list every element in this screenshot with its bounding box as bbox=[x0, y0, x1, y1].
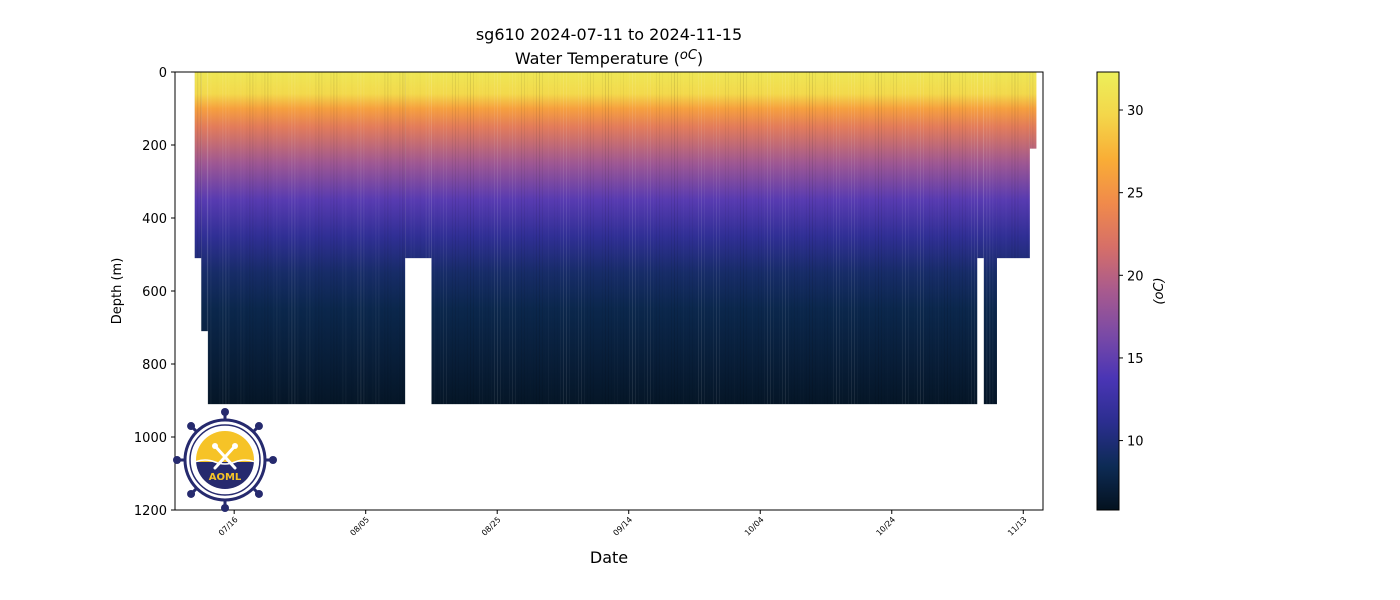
chart-subtitle-suffix: ) bbox=[697, 49, 703, 68]
x-axis-label: Date bbox=[590, 548, 628, 567]
sampled-segment bbox=[431, 72, 978, 405]
colorbar-tick-label: 20 bbox=[1127, 269, 1144, 284]
x-tick-label: 08/25 bbox=[480, 515, 503, 538]
sampled-segment bbox=[983, 72, 997, 405]
crossed-tools-icon bbox=[212, 443, 238, 470]
y-axis: 0 200 400 600 800 1000 1200 bbox=[134, 66, 175, 519]
sampled-segment bbox=[194, 72, 202, 259]
sampled-segment bbox=[207, 72, 406, 405]
y-tick-label: 800 bbox=[142, 358, 167, 373]
y-axis-label: Depth (m) bbox=[110, 258, 125, 325]
y-tick-label: 1200 bbox=[134, 504, 167, 519]
y-tick-label: 1000 bbox=[134, 431, 167, 446]
y-tick-label: 400 bbox=[142, 212, 167, 227]
x-tick-label: 10/24 bbox=[875, 515, 898, 538]
chart-subtitle: Water Temperature (oC) bbox=[515, 48, 703, 68]
profile-texture bbox=[197, 72, 1034, 405]
heatmap-area bbox=[194, 72, 1037, 405]
chart-subtitle-unit: oC bbox=[680, 48, 698, 63]
x-axis: 07/16 08/05 08/25 09/14 10/04 10/24 11/13 bbox=[217, 510, 1029, 538]
logo-text: AOML bbox=[209, 472, 242, 483]
sampled-segment bbox=[1029, 72, 1037, 149]
colorbar-tick-label: 10 bbox=[1127, 435, 1144, 450]
colorbar bbox=[1096, 71, 1120, 511]
colorbar-tick-label: 30 bbox=[1127, 104, 1144, 119]
y-tick-label: 600 bbox=[142, 285, 167, 300]
chart-subtitle-prefix: Water Temperature ( bbox=[515, 49, 680, 68]
sampled-segment bbox=[996, 72, 1030, 259]
sampled-segment bbox=[405, 72, 432, 259]
colorbar-tick-label: 15 bbox=[1127, 352, 1144, 367]
colorbar-ticks: 10 15 20 25 30 bbox=[1119, 104, 1144, 450]
x-tick-label: 11/13 bbox=[1006, 515, 1029, 538]
aoml-logo: AOML bbox=[173, 408, 277, 512]
chart-title: sg610 2024-07-11 to 2024-11-15 bbox=[476, 25, 742, 44]
y-tick-label: 200 bbox=[142, 139, 167, 154]
x-tick-label: 09/14 bbox=[611, 515, 634, 538]
x-tick-label: 10/04 bbox=[743, 515, 766, 538]
colorbar-label: (oC) bbox=[1152, 277, 1167, 304]
colorbar-tick-label: 25 bbox=[1127, 187, 1144, 202]
x-tick-label: 07/16 bbox=[217, 515, 240, 538]
sampled-segment bbox=[201, 72, 208, 332]
y-tick-label: 0 bbox=[159, 66, 167, 81]
sampled-segment bbox=[977, 72, 984, 259]
x-tick-label: 08/05 bbox=[348, 515, 371, 538]
